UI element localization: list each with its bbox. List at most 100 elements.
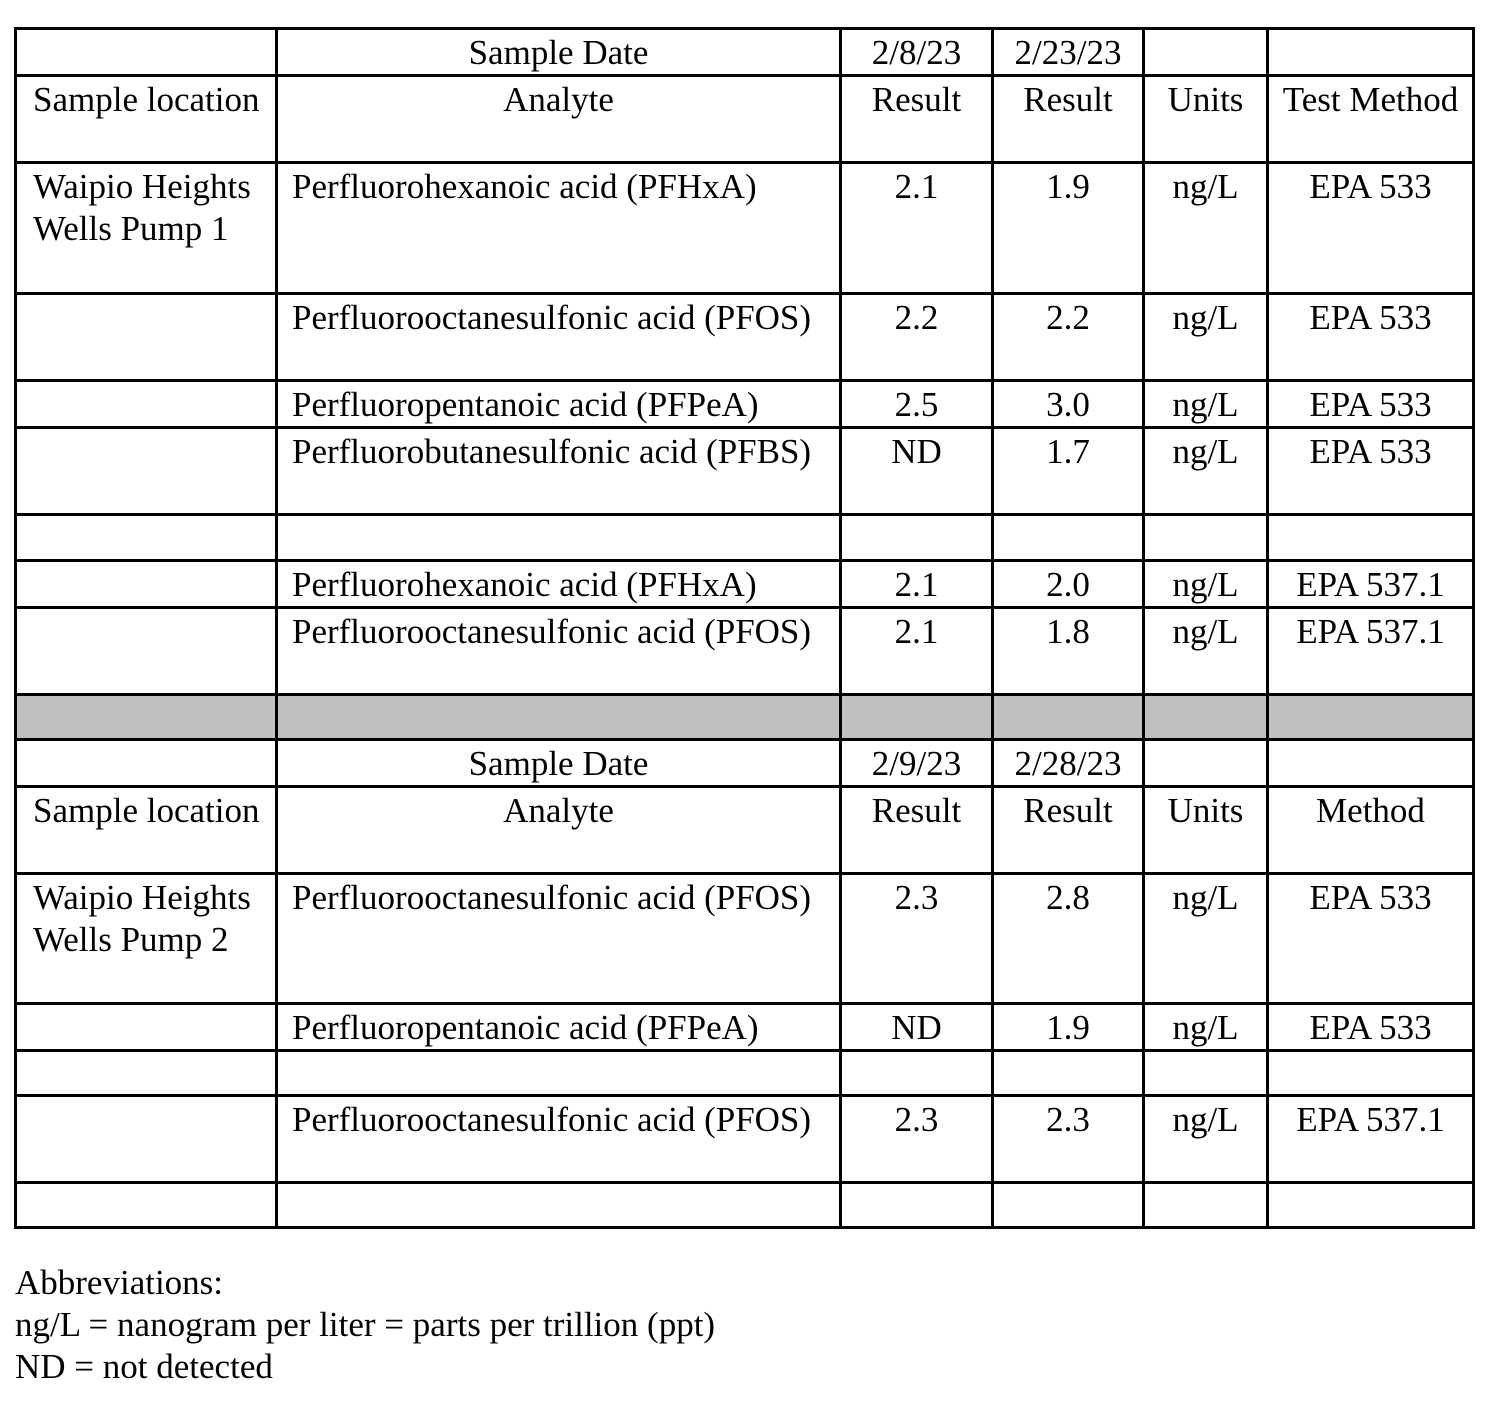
sample-date-row: Sample Date 2/9/23 2/28/23 bbox=[14, 738, 1475, 788]
table-row: Waipio Heights Wells Pump 1 Perfluorohexa… bbox=[14, 161, 1475, 295]
cell-analyte: Perfluorooctanesulfonic acid (PFOS) bbox=[275, 606, 842, 696]
cell-result-2: 3.0 bbox=[991, 379, 1145, 429]
cell-units bbox=[1142, 513, 1269, 562]
cell-analyte: Sample Date bbox=[275, 738, 842, 788]
cell-units: ng/L bbox=[1142, 872, 1269, 1005]
table-row: Perfluoropentanoic acid (PFPeA) 2.5 3.0 ng/… bbox=[14, 379, 1475, 429]
cell-sample-location bbox=[14, 1181, 278, 1229]
cell-method: EPA 533 bbox=[1266, 161, 1475, 295]
cell-result-2: 2/28/23 bbox=[991, 738, 1145, 788]
cell-analyte: Perfluorohexanoic acid (PFHxA) bbox=[275, 559, 842, 609]
cell-result-2: 1.9 bbox=[991, 1002, 1145, 1052]
cell-units bbox=[1142, 27, 1269, 77]
cell-sample-location bbox=[14, 27, 278, 77]
cell-sample-location: Waipio Heights Wells Pump 1 bbox=[14, 161, 278, 295]
cell-units: ng/L bbox=[1142, 292, 1269, 382]
cell-result-2: 1.7 bbox=[991, 426, 1145, 516]
cell-analyte: Perfluoropentanoic acid (PFPeA) bbox=[275, 1002, 842, 1052]
cell-sample-location: Sample location bbox=[14, 785, 278, 875]
cell-result-1: 2/8/23 bbox=[839, 27, 994, 77]
cell-sample-location bbox=[14, 1049, 278, 1097]
cell-units bbox=[1142, 693, 1269, 741]
cell-sample-location bbox=[14, 606, 278, 696]
cell-method: EPA 537.1 bbox=[1266, 606, 1475, 696]
abbreviations-heading: Abbreviations: bbox=[15, 1263, 224, 1302]
results-table: Sample Date 2/8/23 2/23/23 Sample location A… bbox=[14, 27, 1475, 1229]
cell-sample-location bbox=[14, 1094, 278, 1184]
cell-analyte: Perfluorobutanesulfonic acid (PFBS) bbox=[275, 426, 842, 516]
cell-sample-location bbox=[14, 426, 278, 516]
cell-result-1 bbox=[839, 513, 994, 562]
table-row bbox=[14, 1049, 1475, 1097]
cell-result-1: 2.1 bbox=[839, 606, 994, 696]
cell-result-2: 2.2 bbox=[991, 292, 1145, 382]
cell-sample-location bbox=[14, 738, 278, 788]
cell-units: ng/L bbox=[1142, 379, 1269, 429]
abbreviation-ng-l: ng/L = nanogram per liter = parts per tr… bbox=[15, 1305, 716, 1344]
cell-result-1: 2.1 bbox=[839, 161, 994, 295]
table-row: Perfluorooctanesulfonic acid (PFOS) 2.1 1.… bbox=[14, 606, 1475, 696]
cell-method: EPA 533 bbox=[1266, 426, 1475, 516]
cell-units: ng/L bbox=[1142, 1002, 1269, 1052]
cell-method bbox=[1266, 513, 1475, 562]
cell-method bbox=[1266, 1181, 1475, 1229]
separator-row bbox=[14, 693, 1475, 741]
cell-result-2 bbox=[991, 693, 1145, 741]
cell-sample-location bbox=[14, 513, 278, 562]
cell-result-2: 2.8 bbox=[991, 872, 1145, 1005]
cell-analyte bbox=[275, 1181, 842, 1229]
cell-result-2: 2.0 bbox=[991, 559, 1145, 609]
table-row bbox=[14, 1181, 1475, 1229]
cell-method: Method bbox=[1266, 785, 1475, 875]
cell-units: ng/L bbox=[1142, 606, 1269, 696]
cell-sample-location bbox=[14, 1002, 278, 1052]
cell-result-1 bbox=[839, 1049, 994, 1097]
cell-analyte: Perfluoropentanoic acid (PFPeA) bbox=[275, 379, 842, 429]
cell-sample-location bbox=[14, 379, 278, 429]
table-row: Waipio Heights Wells Pump 2 Perfluoroocta… bbox=[14, 872, 1475, 1005]
cell-sample-location bbox=[14, 693, 278, 741]
cell-analyte: Analyte bbox=[275, 74, 842, 164]
cell-result-1: 2/9/23 bbox=[839, 738, 994, 788]
cell-result-1: Result bbox=[839, 785, 994, 875]
cell-result-1: 2.5 bbox=[839, 379, 994, 429]
cell-result-2: 1.8 bbox=[991, 606, 1145, 696]
cell-analyte bbox=[275, 1049, 842, 1097]
cell-analyte: Perfluorooctanesulfonic acid (PFOS) bbox=[275, 292, 842, 382]
table-row: Perfluorohexanoic acid (PFHxA) 2.1 2.0 ng/L… bbox=[14, 559, 1475, 609]
table-row: Perfluorooctanesulfonic acid (PFOS) 2.2 2.… bbox=[14, 292, 1475, 382]
cell-units: ng/L bbox=[1142, 161, 1269, 295]
cell-sample-location bbox=[14, 292, 278, 382]
cell-method: EPA 533 bbox=[1266, 379, 1475, 429]
cell-units bbox=[1142, 1049, 1269, 1097]
cell-result-2: 2.3 bbox=[991, 1094, 1145, 1184]
table-row: Perfluorobutanesulfonic acid (PFBS) ND 1.7… bbox=[14, 426, 1475, 516]
cell-analyte: Perfluorooctanesulfonic acid (PFOS) bbox=[275, 1094, 842, 1184]
cell-method: EPA 533 bbox=[1266, 1002, 1475, 1052]
cell-result-1: 2.3 bbox=[839, 872, 994, 1005]
cell-result-2: 1.9 bbox=[991, 161, 1145, 295]
cell-units: ng/L bbox=[1142, 1094, 1269, 1184]
cell-result-1: 2.2 bbox=[839, 292, 994, 382]
cell-analyte: Perfluorooctanesulfonic acid (PFOS) bbox=[275, 872, 842, 1005]
cell-analyte: Analyte bbox=[275, 785, 842, 875]
cell-analyte bbox=[275, 693, 842, 741]
abbreviations-notes: Abbreviations: ng/L = nanogram per liter… bbox=[15, 1262, 715, 1388]
cell-result-2: Result bbox=[991, 785, 1145, 875]
cell-result-2 bbox=[991, 1181, 1145, 1229]
table-row bbox=[14, 513, 1475, 562]
cell-result-2: 2/23/23 bbox=[991, 27, 1145, 77]
cell-method bbox=[1266, 27, 1475, 77]
cell-method bbox=[1266, 1049, 1475, 1097]
cell-result-2 bbox=[991, 1049, 1145, 1097]
header-row: Sample location Analyte Result Result Units T… bbox=[14, 74, 1475, 164]
header-row: Sample location Analyte Result Result Units M… bbox=[14, 785, 1475, 875]
cell-method bbox=[1266, 693, 1475, 741]
table-row: Perfluoropentanoic acid (PFPeA) ND 1.9 ng/L… bbox=[14, 1002, 1475, 1052]
cell-result-2: Result bbox=[991, 74, 1145, 164]
cell-sample-location bbox=[14, 559, 278, 609]
cell-result-2 bbox=[991, 513, 1145, 562]
cell-units: ng/L bbox=[1142, 426, 1269, 516]
cell-method: EPA 537.1 bbox=[1266, 559, 1475, 609]
cell-units: Units bbox=[1142, 785, 1269, 875]
